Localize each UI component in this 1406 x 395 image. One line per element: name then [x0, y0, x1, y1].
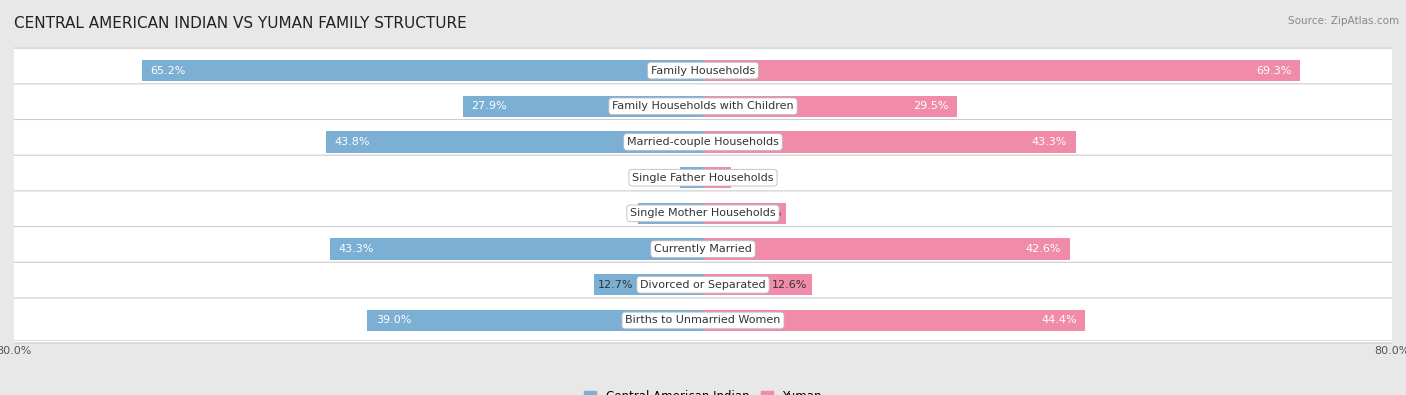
Text: 3.3%: 3.3%: [699, 173, 727, 182]
Bar: [703, 167, 731, 188]
Bar: [703, 310, 1085, 331]
FancyBboxPatch shape: [4, 155, 1402, 200]
Text: CENTRAL AMERICAN INDIAN VS YUMAN FAMILY STRUCTURE: CENTRAL AMERICAN INDIAN VS YUMAN FAMILY …: [14, 16, 467, 31]
FancyBboxPatch shape: [4, 262, 1402, 307]
Text: Married-couple Households: Married-couple Households: [627, 137, 779, 147]
Bar: [703, 203, 786, 224]
Bar: [463, 96, 703, 117]
FancyBboxPatch shape: [4, 84, 1402, 129]
Text: 9.6%: 9.6%: [754, 209, 782, 218]
Text: 12.6%: 12.6%: [772, 280, 807, 290]
Bar: [703, 238, 1070, 260]
Text: Family Households with Children: Family Households with Children: [612, 101, 794, 111]
Text: Single Father Households: Single Father Households: [633, 173, 773, 182]
Legend: Central American Indian, Yuman: Central American Indian, Yuman: [585, 390, 821, 395]
Text: 69.3%: 69.3%: [1256, 66, 1291, 75]
Text: Family Households: Family Households: [651, 66, 755, 75]
Bar: [703, 96, 957, 117]
Text: 43.3%: 43.3%: [1032, 137, 1067, 147]
FancyBboxPatch shape: [4, 227, 1402, 271]
Bar: [703, 131, 1076, 153]
FancyBboxPatch shape: [4, 298, 1402, 343]
Bar: [703, 60, 1299, 81]
FancyBboxPatch shape: [4, 120, 1402, 164]
Text: Divorced or Separated: Divorced or Separated: [640, 280, 766, 290]
Text: Single Mother Households: Single Mother Households: [630, 209, 776, 218]
FancyBboxPatch shape: [4, 48, 1402, 93]
Bar: [593, 274, 703, 295]
Bar: [367, 310, 703, 331]
Text: Births to Unmarried Women: Births to Unmarried Women: [626, 316, 780, 325]
Text: 43.3%: 43.3%: [339, 244, 374, 254]
Text: 2.7%: 2.7%: [685, 173, 713, 182]
Bar: [637, 203, 703, 224]
Text: 27.9%: 27.9%: [471, 101, 508, 111]
Text: 12.7%: 12.7%: [598, 280, 634, 290]
Text: 43.8%: 43.8%: [335, 137, 370, 147]
Text: 65.2%: 65.2%: [150, 66, 186, 75]
Bar: [142, 60, 703, 81]
Bar: [326, 131, 703, 153]
Bar: [330, 238, 703, 260]
Text: Source: ZipAtlas.com: Source: ZipAtlas.com: [1288, 16, 1399, 26]
Bar: [679, 167, 703, 188]
Bar: [703, 274, 811, 295]
Text: 39.0%: 39.0%: [375, 316, 411, 325]
Text: Currently Married: Currently Married: [654, 244, 752, 254]
Text: 7.6%: 7.6%: [643, 209, 671, 218]
FancyBboxPatch shape: [4, 191, 1402, 236]
Text: 44.4%: 44.4%: [1040, 316, 1077, 325]
Text: 29.5%: 29.5%: [912, 101, 949, 111]
Text: 42.6%: 42.6%: [1026, 244, 1062, 254]
